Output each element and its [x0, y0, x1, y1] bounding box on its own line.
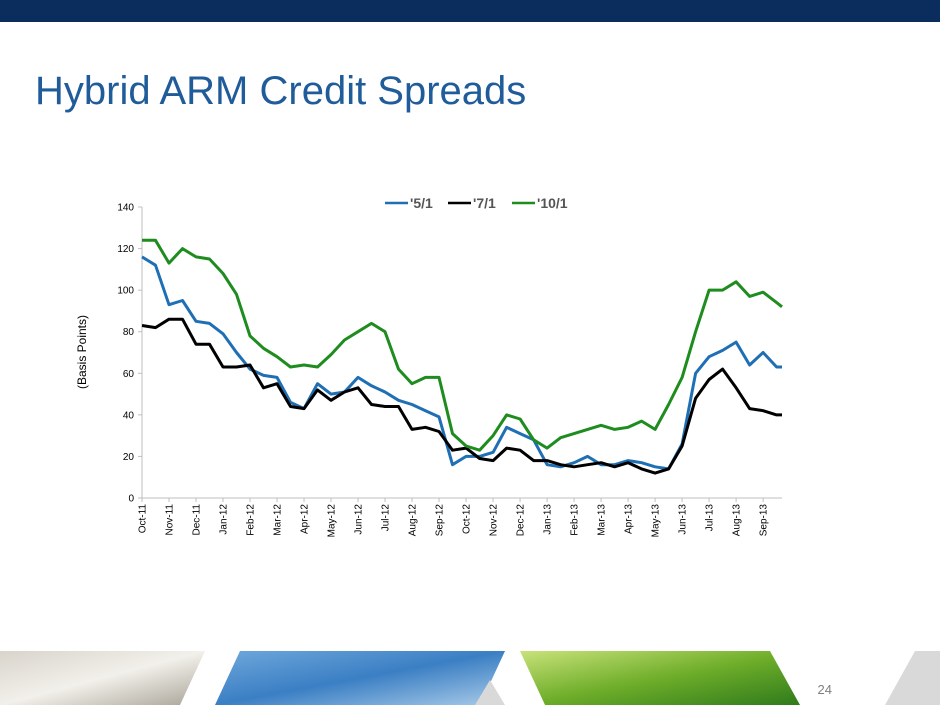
x-tick-label: Mar-12 — [273, 504, 284, 536]
top-bar — [0, 0, 940, 22]
y-axis-label: (Basis Points) — [75, 315, 89, 389]
x-tick-label: May-12 — [327, 504, 338, 538]
x-tick-label: Feb-12 — [246, 504, 257, 536]
x-tick-label: Jun-13 — [678, 504, 689, 535]
series-line — [142, 238, 783, 452]
x-tick-label: Jul-13 — [705, 504, 716, 532]
x-tick-label: Jun-12 — [354, 504, 365, 535]
x-tick-label: Mar-13 — [597, 504, 608, 536]
x-tick-label: Aug-12 — [408, 504, 419, 537]
y-tick-label: 0 — [128, 494, 134, 505]
decor-triangle — [475, 680, 505, 705]
x-tick-label: Apr-12 — [300, 504, 311, 534]
legend-label: '5/1 — [410, 195, 433, 211]
x-tick-label: Nov-11 — [165, 504, 176, 536]
x-tick-label: Dec-12 — [516, 504, 527, 537]
y-tick-label: 120 — [117, 244, 134, 255]
x-tick-label: Oct-11 — [138, 504, 149, 534]
plot: 0 20 40 60 80 100 120 140 Oct-11 Nov-11 Dec-11 Jan-… — [117, 195, 783, 538]
rope-image — [0, 651, 205, 705]
x-tick-label: Aug-13 — [732, 504, 743, 537]
x-tick-label: Apr-13 — [624, 504, 635, 534]
x-tick-label: Nov-12 — [489, 504, 500, 537]
legend-label: '10/1 — [537, 195, 568, 211]
x-tick-label: Jan-12 — [219, 504, 230, 535]
x-tick-label: May-13 — [651, 504, 662, 538]
legend-label: '7/1 — [473, 195, 496, 211]
leaf-image — [520, 651, 800, 705]
slide-title: Hybrid ARM Credit Spreads — [35, 69, 526, 113]
page-number: 24 — [818, 682, 832, 697]
x-tick-label: Sep-12 — [435, 504, 446, 537]
y-tick-label: 80 — [123, 327, 135, 338]
y-tick-label: 60 — [123, 369, 135, 380]
y-tick-label: 40 — [123, 410, 135, 421]
x-tick-label: Dec-11 — [192, 504, 203, 536]
x-tick-label: Jan-13 — [543, 504, 554, 535]
y-tick-label: 100 — [117, 286, 134, 297]
y-tick-label: 140 — [117, 203, 134, 214]
decor-gray — [885, 651, 940, 705]
sky-image — [215, 651, 505, 705]
x-tick-label: Jul-12 — [381, 504, 392, 532]
x-tick-label: Sep-13 — [759, 504, 770, 537]
x-tick-label: Feb-13 — [570, 504, 581, 536]
x-tick-label: Oct-12 — [462, 504, 473, 534]
y-tick-label: 20 — [123, 452, 135, 463]
series-line — [141, 317, 782, 475]
